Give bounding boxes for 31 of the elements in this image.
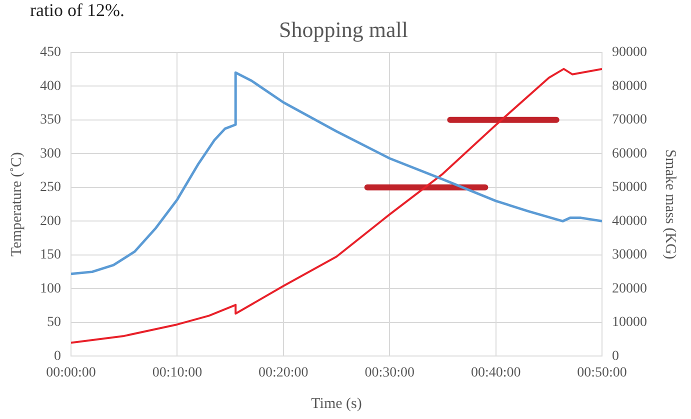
y-tick-label: 50: [47, 315, 61, 330]
x-tick-label: 00:50:00: [577, 365, 627, 380]
y-axis-title: Temperature (˚C): [8, 152, 25, 256]
x-tick-label: 00:00:00: [46, 365, 96, 380]
x-tick-label: 00:20:00: [258, 365, 308, 380]
y2-tick-label: 0: [612, 348, 619, 364]
y-tick-label: 250: [40, 180, 61, 196]
y-tick-label: 100: [40, 281, 61, 296]
y-tick-label: 200: [40, 214, 61, 229]
y-tick-label: 300: [40, 146, 61, 162]
y2-tick-label: 10000: [612, 315, 647, 330]
x-axis-title: Time (s): [311, 396, 362, 412]
x-tick-label: 00:40:00: [470, 365, 521, 380]
y2-tick-label: 20000: [612, 281, 647, 296]
y-tick-label: 150: [40, 248, 61, 263]
y2-axis-title: Smake mass (KG): [662, 149, 678, 260]
y2-tick-label: 80000: [612, 78, 647, 94]
y-tick-label: 450: [40, 45, 61, 60]
y2-tick-label: 40000: [612, 214, 647, 229]
y2-tick-label: 70000: [612, 112, 647, 128]
x-tick-label: 00:10:00: [152, 365, 202, 380]
x-tick-label: 00:30:00: [364, 365, 415, 380]
text: ratio of 12%.: [30, 0, 124, 20]
y2-tick-label: 30000: [612, 248, 647, 263]
y2-tick-label: 60000: [612, 146, 647, 162]
y2-tick-label: 90000: [612, 45, 647, 60]
y-tick-label: 400: [40, 78, 61, 94]
y-tick-label: 0: [54, 348, 61, 364]
chart-title: Shopping mall: [279, 16, 408, 42]
y2-tick-label: 50000: [612, 180, 647, 196]
y-tick-label: 350: [40, 112, 61, 128]
